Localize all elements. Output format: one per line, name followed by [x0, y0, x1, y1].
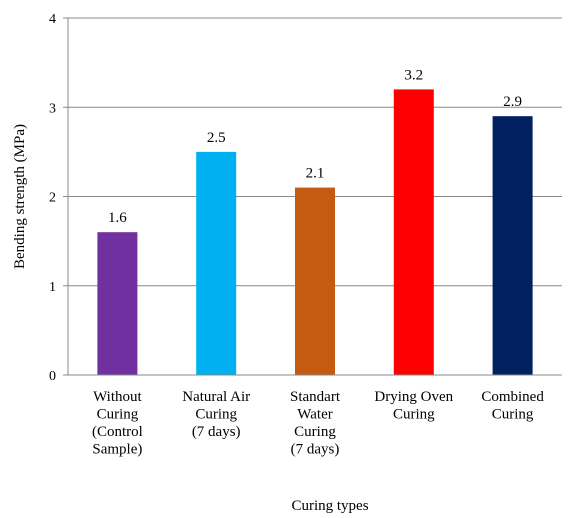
- y-axis-ticks: 0 1 2 3 4: [49, 12, 68, 384]
- x-category-label-line: Curing: [97, 407, 139, 423]
- y-tick-label: 3: [49, 101, 56, 116]
- x-category-label-line: (Control: [92, 424, 143, 440]
- x-category-label-line: Curing: [195, 407, 237, 423]
- data-label: 2.9: [503, 94, 522, 110]
- data-label: 1.6: [108, 210, 127, 226]
- y-tick-label: 0: [49, 369, 56, 384]
- x-category-label-line: Curing: [294, 424, 336, 440]
- x-category-label-line: Water: [297, 407, 332, 423]
- bar: [393, 89, 434, 376]
- x-category-label-line: Without: [93, 389, 142, 405]
- data-label: 2.1: [306, 166, 325, 182]
- x-category-label: Standart Water Curing (7 days): [290, 389, 341, 458]
- x-axis-category-labels: Without Curing (Control Sample)Natural Air C…: [92, 389, 544, 458]
- x-category-label-line: Curing: [492, 407, 534, 423]
- x-category-label-line: Drying Oven: [374, 389, 453, 405]
- x-category-label: Natural Air Curing (7 days): [182, 389, 250, 440]
- x-category-label-line: Combined: [481, 389, 544, 405]
- data-label: 3.2: [404, 67, 423, 83]
- x-category-label-line: (7 days): [291, 442, 340, 458]
- x-category-label: Without Curing (Control Sample): [92, 389, 143, 458]
- x-category-label-line: Curing: [393, 407, 435, 423]
- bars: [97, 89, 533, 376]
- x-category-label-line: Standart: [290, 389, 341, 405]
- x-axis-title: Curing types: [291, 498, 368, 514]
- bar: [295, 187, 335, 375]
- bar: [97, 232, 138, 375]
- bar: [492, 116, 533, 376]
- x-category-label-line: Sample): [92, 442, 142, 458]
- x-category-label-line: Natural Air: [182, 389, 250, 405]
- y-axis-title: Bending strength (MPa): [12, 124, 28, 269]
- y-tick-label: 2: [49, 191, 56, 206]
- y-tick-label: 4: [49, 12, 56, 27]
- x-category-label-line: (7 days): [192, 424, 241, 440]
- bar: [196, 151, 237, 375]
- data-labels: 1.6 2.5 2.1 3.2 2.9: [108, 67, 522, 226]
- y-tick-label: 1: [49, 280, 56, 295]
- x-category-label: Drying Oven Curing: [374, 389, 453, 423]
- data-label: 2.5: [207, 130, 226, 146]
- x-category-label: Combined Curing: [481, 389, 544, 423]
